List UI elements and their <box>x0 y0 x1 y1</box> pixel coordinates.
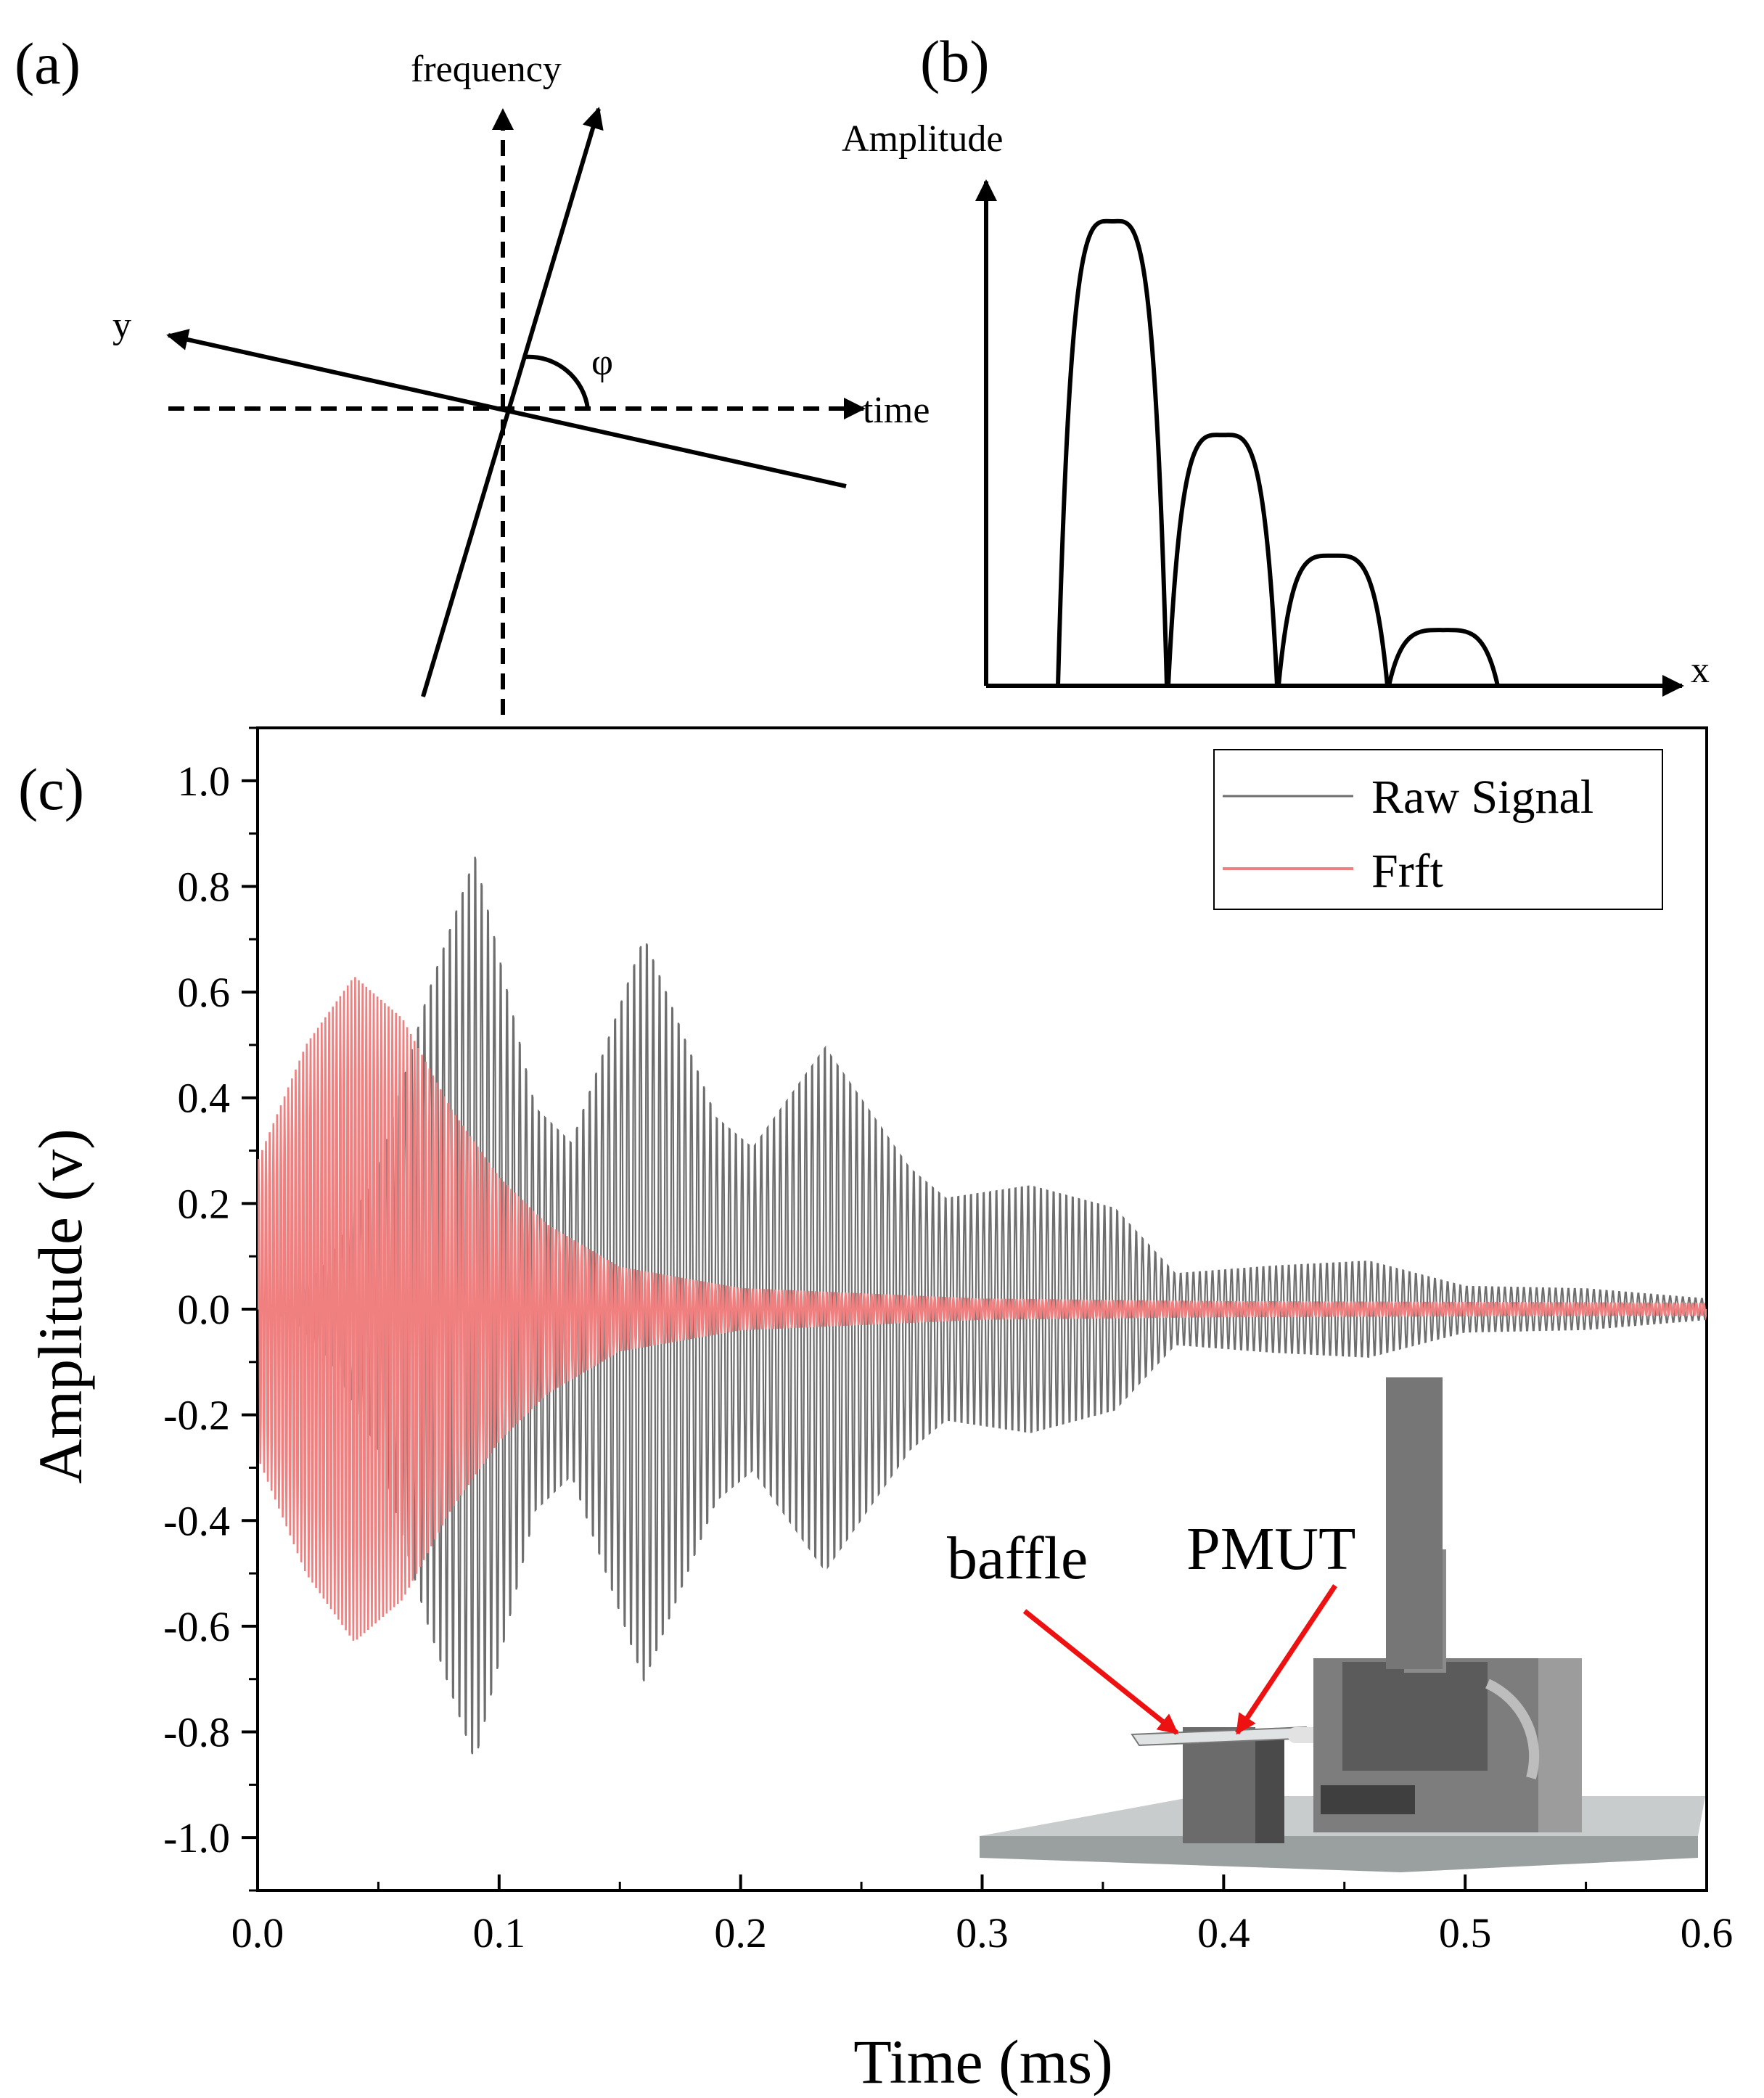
y-tick-label: -1.0 <box>163 1814 230 1861</box>
b-ylabel: Amplitude <box>842 118 1003 160</box>
c-xlabel: Time (ms) <box>853 2027 1113 2097</box>
time-label: time <box>863 390 930 431</box>
angle-label: φ <box>591 342 613 383</box>
panel-b-label: (b) <box>920 28 990 94</box>
y-label: y <box>112 305 131 346</box>
y-tick-label: -0.4 <box>163 1497 230 1544</box>
b-lobe-4 <box>1387 628 1500 687</box>
y-tick-label: 0.2 <box>178 1180 231 1227</box>
base-plate <box>980 1836 1698 1872</box>
panel-c-label: (c) <box>18 756 84 822</box>
axis-ticks <box>242 726 1708 1892</box>
x-tick-label: 0.1 <box>473 1909 526 1956</box>
y-tick-label: 1.0 <box>178 758 231 805</box>
x-tick-label: 0.5 <box>1439 1909 1492 1956</box>
x-tick-label: 0.2 <box>714 1909 767 1956</box>
y-tick-label: -0.6 <box>163 1603 230 1650</box>
pmut-mount <box>1183 1727 1255 1843</box>
x-tick-label: 0.0 <box>231 1909 284 1956</box>
pmut-arrow <box>1235 1584 1337 1735</box>
b-lobe-1 <box>1056 218 1169 687</box>
stage-foot <box>1321 1785 1415 1814</box>
y-tick-label: 0.6 <box>178 969 231 1016</box>
rotated-frequency-axis <box>421 107 604 697</box>
baffle-arrow <box>1022 1609 1179 1735</box>
angle-arc <box>524 354 590 409</box>
frft-line <box>258 977 1707 1641</box>
stage-carriage <box>1342 1662 1488 1771</box>
vertical-post <box>1386 1377 1443 1669</box>
b-lobe-2 <box>1166 433 1279 687</box>
apparatus-illustration: baffle PMUT <box>947 1377 1705 1872</box>
legend-frft-label: Frft <box>1371 845 1443 898</box>
legend: Raw Signal Frft <box>1213 749 1663 910</box>
y-tick-label: -0.8 <box>163 1709 230 1756</box>
c-ylabel: Amplitude (v) <box>25 1128 95 1484</box>
x-tick-label: 0.3 <box>956 1909 1009 1956</box>
y-tick-label: -0.2 <box>163 1392 230 1439</box>
b-lobe-3 <box>1276 553 1390 687</box>
frequency-label: frequency <box>411 49 562 90</box>
side-bracket <box>1538 1658 1582 1832</box>
pmut-label: PMUT <box>1186 1515 1355 1583</box>
y-tick-label: 0.8 <box>178 863 231 910</box>
curved-guide <box>1485 1679 1540 1779</box>
legend-box <box>1213 749 1663 910</box>
b-lobes <box>1056 218 1500 687</box>
pmut-mount-side <box>1255 1731 1284 1843</box>
y-tick-label: 0.0 <box>178 1286 231 1333</box>
panel-a-label: (a) <box>15 30 81 97</box>
b-xlabel: x <box>1691 650 1710 691</box>
x-tick-label: 0.4 <box>1197 1909 1250 1956</box>
rotated-y-axis <box>166 329 847 488</box>
y-tick-label: 0.4 <box>178 1075 231 1122</box>
legend-raw-label: Raw Signal <box>1371 771 1593 824</box>
panel-a: (a) frequency time y φ <box>15 30 930 715</box>
baffle-label: baffle <box>947 1525 1088 1592</box>
panel-c: 0.0 0.1 0.2 0.3 0.4 0.5 0.6 1.0 0.8 0.6 0.4 0.2 0.0 -… <box>18 726 1733 2097</box>
panel-b: (b) Amplitude x <box>842 28 1710 697</box>
axis-tick-labels: 0.0 0.1 0.2 0.3 0.4 0.5 0.6 1.0 0.8 0.6 0.4 0.2 0.0 -… <box>163 758 1733 1956</box>
x-tick-label: 0.6 <box>1681 1909 1734 1956</box>
